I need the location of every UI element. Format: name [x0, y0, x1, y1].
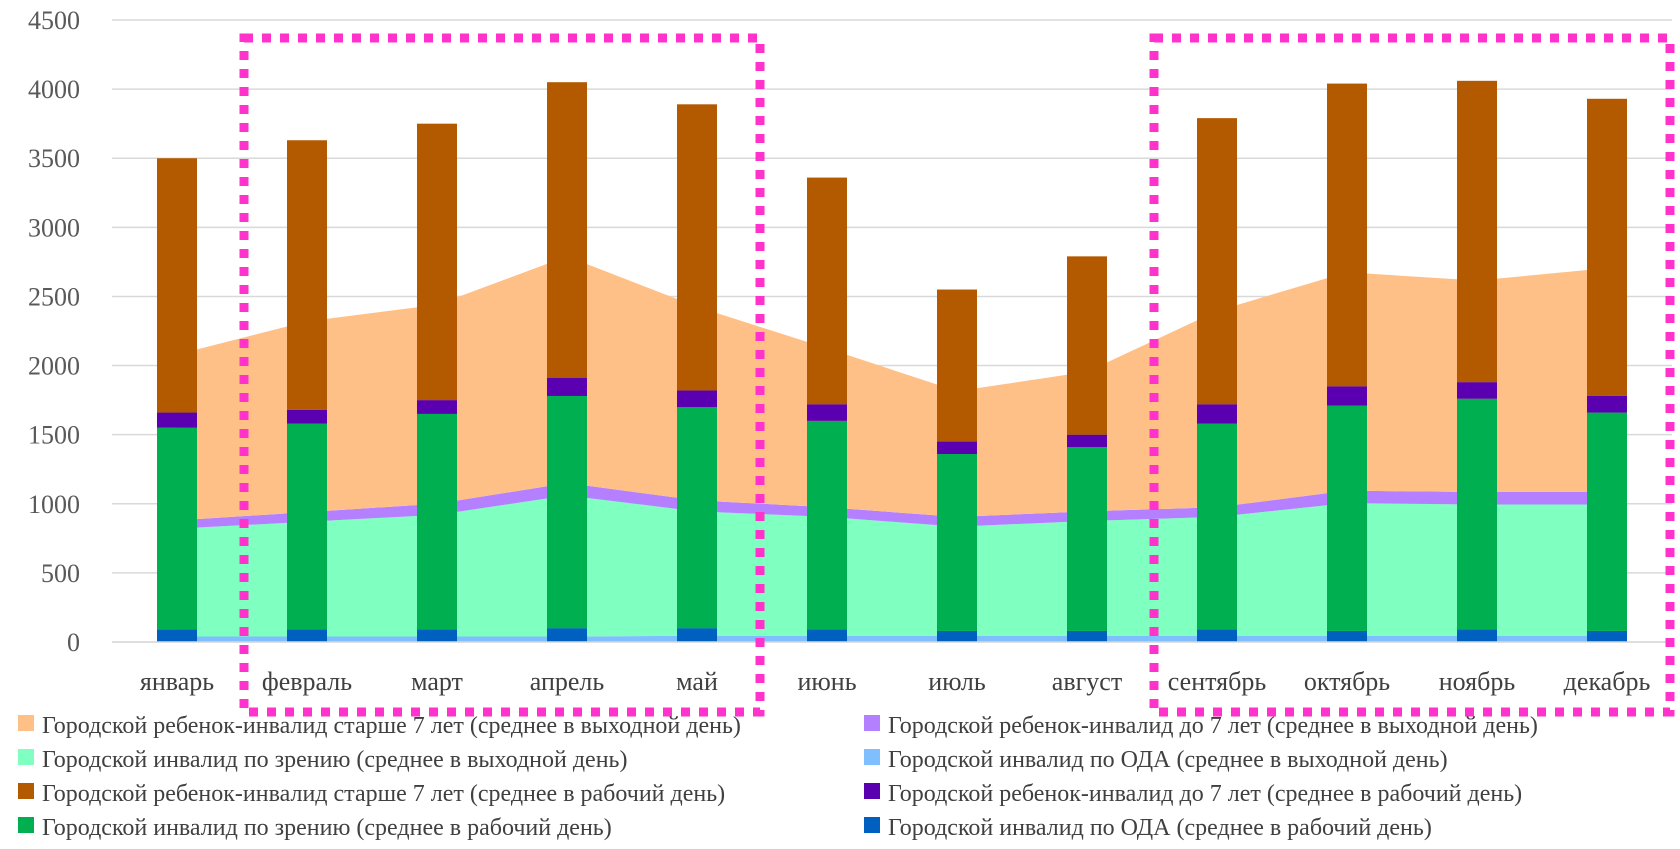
legend-swatch: [864, 715, 880, 731]
bar-segment-s4-4: [547, 82, 587, 378]
bar-segment-s3-5: [677, 390, 717, 408]
y-tick-label: 1500: [28, 421, 80, 450]
bar-segment-s3-7: [937, 441, 977, 455]
bar-segment-s3-10: [1327, 386, 1367, 406]
bar-segment-s2-6: [807, 420, 847, 630]
bar-segment-s1-5: [677, 628, 717, 642]
area-series-layer: [177, 256, 1607, 642]
area-series-3: [177, 483, 1607, 529]
y-tick-label: 500: [41, 559, 80, 588]
bar-segment-s4-8: [1067, 256, 1107, 435]
x-category-label: сентябрь: [1168, 667, 1267, 696]
legend-swatch: [18, 749, 34, 765]
legend-swatch: [18, 715, 34, 731]
bar-segment-s3-1: [157, 412, 197, 428]
legend-swatch: [18, 817, 34, 833]
bar-segment-s1-9: [1197, 629, 1237, 642]
bar-segment-s2-8: [1067, 447, 1107, 631]
bar-segment-s1-4: [547, 628, 587, 642]
bar-segment-s4-12: [1587, 98, 1627, 396]
legend-swatch: [864, 783, 880, 799]
bar-segment-s3-9: [1197, 404, 1237, 424]
bar-segment-s3-12: [1587, 395, 1627, 413]
bar-segment-s3-4: [547, 377, 587, 396]
bar-segment-s4-11: [1457, 80, 1497, 383]
bar-segment-s4-9: [1197, 118, 1237, 405]
area-series-2: [177, 495, 1607, 637]
bar-segment-s2-7: [937, 454, 977, 631]
legend-label: Городской ребенок-инвалид до 7 лет (сред…: [888, 713, 1538, 739]
legend-swatch: [18, 783, 34, 799]
x-category-label: июнь: [797, 667, 856, 696]
bar-segment-s3-8: [1067, 434, 1107, 448]
bar-segment-s2-11: [1457, 398, 1497, 630]
bar-segment-s1-11: [1457, 629, 1497, 642]
x-category-label: январь: [140, 667, 214, 696]
highlight-boxes-layer: [239, 33, 1675, 717]
y-tick-label: 4500: [28, 6, 80, 35]
bar-segment-s4-5: [677, 104, 717, 391]
bar-segment-s3-2: [287, 409, 327, 424]
bar-segment-s2-9: [1197, 423, 1237, 630]
bar-series-layer: [157, 80, 1627, 642]
y-tick-label: 4000: [28, 75, 80, 104]
bar-segment-s4-6: [807, 177, 847, 405]
bar-segment-s1-6: [807, 629, 847, 642]
bar-segment-s2-12: [1587, 412, 1627, 631]
y-tick-label: 0: [67, 628, 80, 657]
bar-segment-s1-10: [1327, 630, 1367, 642]
bar-segment-s1-7: [937, 630, 977, 642]
area-series-4: [177, 256, 1607, 521]
highlight-box-1: [239, 33, 765, 717]
y-tick-label: 2500: [28, 282, 80, 311]
bar-segment-s3-11: [1457, 382, 1497, 399]
bar-segment-s2-2: [287, 423, 327, 630]
x-category-label: май: [676, 667, 718, 696]
bar-segment-s3-6: [807, 404, 847, 421]
x-category-label: ноябрь: [1439, 667, 1516, 696]
y-tick-label: 3500: [28, 144, 80, 173]
legend-label: Городской ребенок-инвалид старше 7 лет (…: [42, 781, 725, 807]
area-series-1: [177, 635, 1607, 642]
x-category-label: февраль: [262, 667, 352, 696]
x-category-label: август: [1052, 667, 1122, 696]
y-tick-label: 3000: [28, 213, 80, 242]
x-category-label: апрель: [530, 667, 605, 696]
legend-swatch: [864, 749, 880, 765]
bar-segment-s4-10: [1327, 83, 1367, 387]
bar-segment-s2-5: [677, 407, 717, 629]
x-category-label: декабрь: [1564, 667, 1651, 696]
legend-label: Городской инвалид по зрению (среднее в в…: [42, 747, 627, 773]
x-category-label: март: [411, 667, 463, 696]
bar-segment-s1-3: [417, 629, 457, 642]
bar-segment-s1-1: [157, 629, 197, 642]
legend: Городской ребенок-инвалид старше 7 лет (…: [18, 713, 1538, 841]
y-tick-label: 1000: [28, 490, 80, 519]
x-category-label: июль: [928, 667, 986, 696]
legend-label: Городской ребенок-инвалид до 7 лет (сред…: [888, 781, 1522, 807]
bar-segment-s1-2: [287, 629, 327, 642]
legend-swatch: [864, 817, 880, 833]
bar-segment-s2-4: [547, 395, 587, 629]
legend-label: Городской ребенок-инвалид старше 7 лет (…: [42, 713, 741, 739]
bar-segment-s1-12: [1587, 630, 1627, 642]
legend-label: Городской инвалид по зрению (среднее в р…: [42, 815, 612, 841]
axes-layer: 0 500 1000 1500 2000 2500 3000 3500 4000 4500 янва…: [28, 6, 1672, 696]
legend-label: Городской инвалид по ОДА (среднее в выхо…: [888, 747, 1448, 773]
bar-segment-s3-3: [417, 400, 457, 414]
bar-segment-s2-10: [1327, 405, 1367, 631]
bar-segment-s2-1: [157, 427, 197, 630]
bar-segment-s4-3: [417, 123, 457, 401]
bar-segment-s4-1: [157, 158, 197, 413]
legend-label: Городской инвалид по ОДА (среднее в рабо…: [888, 815, 1432, 841]
x-category-label: октябрь: [1304, 667, 1390, 696]
bar-segment-s4-2: [287, 140, 327, 410]
bar-segment-s1-8: [1067, 630, 1107, 642]
y-tick-label: 2000: [28, 352, 80, 381]
highlight-box-2: [1149, 33, 1675, 717]
bar-segment-s4-7: [937, 289, 977, 442]
bar-segment-s2-3: [417, 413, 457, 630]
